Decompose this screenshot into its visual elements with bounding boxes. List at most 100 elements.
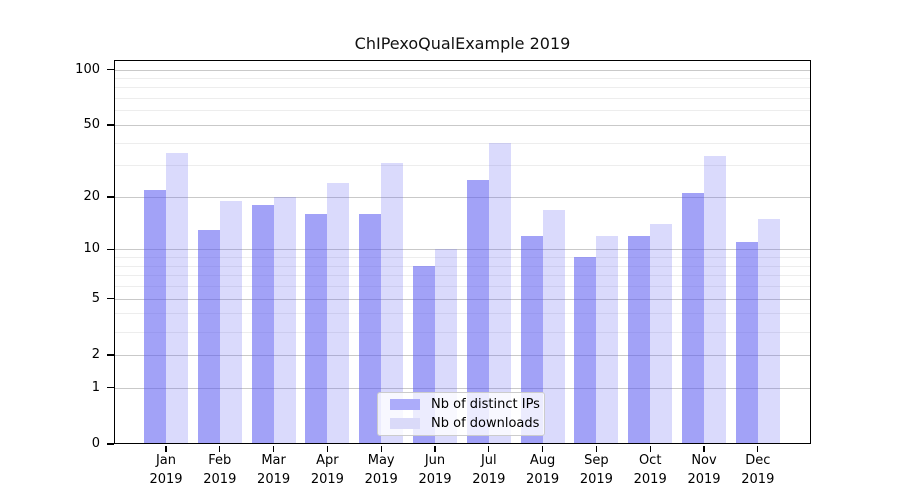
x-tick-label-apr: Apr 2019 bbox=[295, 451, 359, 489]
y-tick-label-20: 20 bbox=[83, 188, 100, 204]
x-tick-mark-dec bbox=[757, 445, 759, 452]
legend-item-distinct-ips: Nb of distinct IPs bbox=[390, 397, 544, 412]
bar-sep-downloads bbox=[596, 235, 619, 444]
x-tick-month: Jun bbox=[424, 453, 446, 468]
bar-apr-distinct-ips bbox=[305, 214, 328, 444]
gridline-80 bbox=[114, 87, 811, 89]
x-tick-year: 2019 bbox=[418, 472, 452, 487]
bar-dec-downloads bbox=[757, 219, 780, 444]
x-tick-label-jan: Jan 2019 bbox=[134, 451, 198, 489]
gridline-40 bbox=[114, 142, 811, 144]
gridline-10 bbox=[114, 249, 811, 251]
bar-oct-downloads bbox=[650, 224, 673, 444]
x-tick-year: 2019 bbox=[687, 472, 721, 487]
x-tick-mark-sep bbox=[595, 445, 598, 452]
x-tick-month: May bbox=[367, 453, 395, 468]
gridline-90 bbox=[114, 78, 811, 79]
x-tick-mark-mar bbox=[272, 445, 275, 452]
gridline-100 bbox=[114, 69, 811, 71]
y-tick-mark-1 bbox=[107, 387, 114, 389]
x-tick-year: 2019 bbox=[526, 472, 560, 487]
gridline-70 bbox=[114, 98, 811, 100]
x-tick-month: Jul bbox=[480, 453, 497, 468]
x-tick-year: 2019 bbox=[633, 472, 667, 487]
bar-mar-distinct-ips bbox=[251, 205, 274, 444]
x-tick-label-dec: Dec 2019 bbox=[726, 451, 790, 489]
plot-area: Nb of distinct IPs Nb of downloads bbox=[114, 60, 811, 444]
gridline-60 bbox=[114, 110, 811, 112]
x-tick-year: 2019 bbox=[149, 472, 183, 487]
x-tick-label-may: May 2019 bbox=[349, 451, 413, 489]
x-tick-label-aug: Aug 2019 bbox=[511, 451, 575, 489]
y-tick-label-1: 1 bbox=[91, 379, 100, 395]
gridline-3 bbox=[114, 331, 811, 333]
x-tick-month: Jan bbox=[155, 453, 177, 468]
x-tick-year: 2019 bbox=[364, 472, 398, 487]
x-tick-year: 2019 bbox=[310, 472, 344, 487]
bar-may-downloads bbox=[381, 162, 404, 444]
gridline-30 bbox=[114, 165, 811, 167]
x-tick-year: 2019 bbox=[741, 472, 775, 487]
x-tick-year: 2019 bbox=[579, 472, 613, 487]
legend-swatch-distinct-ips bbox=[390, 399, 420, 410]
bar-sep-distinct-ips bbox=[574, 257, 597, 444]
legend-swatch-downloads bbox=[390, 418, 420, 429]
gridline-4 bbox=[114, 313, 811, 315]
gridline-2 bbox=[114, 354, 811, 356]
legend-item-downloads: Nb of downloads bbox=[390, 416, 544, 431]
x-tick-label-mar: Mar 2019 bbox=[242, 451, 306, 489]
y-tick-label-2: 2 bbox=[91, 346, 100, 362]
x-tick-mark-jan bbox=[165, 445, 167, 452]
x-tick-mark-nov bbox=[703, 445, 705, 452]
x-tick-mark-jun bbox=[434, 445, 436, 452]
y-tick-label-50: 50 bbox=[83, 116, 100, 132]
bar-dec-distinct-ips bbox=[735, 242, 758, 444]
bar-aug-downloads bbox=[542, 209, 565, 444]
x-tick-month: Nov bbox=[691, 453, 717, 468]
gridline-1 bbox=[114, 387, 811, 389]
legend-label-downloads: Nb of downloads bbox=[431, 416, 540, 431]
legend: Nb of distinct IPs Nb of downloads bbox=[377, 392, 545, 436]
bar-jul-distinct-ips bbox=[466, 179, 489, 444]
bar-feb-downloads bbox=[219, 200, 242, 444]
x-tick-month: Apr bbox=[316, 453, 339, 468]
bar-nov-downloads bbox=[704, 155, 726, 444]
gridline-5 bbox=[114, 298, 811, 300]
x-tick-mark-apr bbox=[326, 445, 329, 452]
gridline-6 bbox=[114, 286, 811, 288]
gridline-8 bbox=[114, 265, 811, 267]
x-tick-label-nov: Nov 2019 bbox=[672, 451, 736, 489]
bar-apr-downloads bbox=[327, 182, 350, 444]
x-tick-year: 2019 bbox=[203, 472, 237, 487]
bar-nov-distinct-ips bbox=[682, 193, 704, 444]
x-tick-month: Aug bbox=[529, 453, 556, 468]
x-tick-month: Sep bbox=[584, 453, 609, 468]
legend-label-distinct-ips: Nb of distinct IPs bbox=[431, 397, 540, 412]
y-tick-label-100: 100 bbox=[75, 61, 100, 77]
bar-oct-distinct-ips bbox=[628, 235, 651, 444]
bar-aug-distinct-ips bbox=[520, 235, 543, 444]
bar-feb-distinct-ips bbox=[197, 229, 220, 444]
x-tick-mark-aug bbox=[541, 445, 544, 452]
x-tick-month: Oct bbox=[638, 453, 662, 468]
y-tick-mark-100 bbox=[107, 68, 114, 71]
x-tick-month: Dec bbox=[745, 453, 771, 468]
bar-jan-distinct-ips bbox=[144, 189, 166, 444]
x-tick-month: Mar bbox=[261, 453, 286, 468]
x-tick-label-sep: Sep 2019 bbox=[564, 451, 628, 489]
gridline-7 bbox=[114, 275, 811, 277]
bar-jan-downloads bbox=[166, 153, 188, 444]
x-tick-year: 2019 bbox=[472, 472, 506, 487]
chart-title: ChIPexoQualExample 2019 bbox=[354, 34, 571, 53]
x-tick-month: Feb bbox=[208, 453, 232, 468]
bar-jul-downloads bbox=[488, 142, 511, 444]
y-tick-mark-2 bbox=[107, 354, 114, 356]
gridline-9 bbox=[114, 257, 811, 259]
y-tick-mark-0 bbox=[107, 443, 114, 445]
x-tick-label-jul: Jul 2019 bbox=[457, 451, 521, 489]
y-tick-mark-10 bbox=[107, 248, 114, 251]
gridline-20 bbox=[114, 196, 811, 198]
x-tick-label-feb: Feb 2019 bbox=[188, 451, 252, 489]
x-tick-label-oct: Oct 2019 bbox=[618, 451, 682, 489]
